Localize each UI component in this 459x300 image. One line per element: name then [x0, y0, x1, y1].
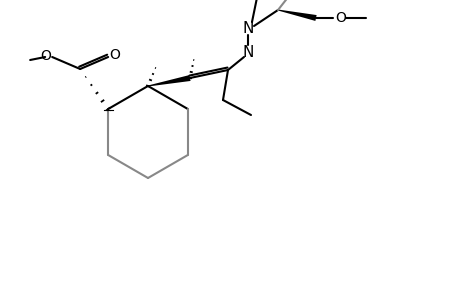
Text: O: O [110, 48, 120, 62]
Text: N: N [242, 20, 253, 35]
Polygon shape [148, 75, 190, 86]
Polygon shape [277, 10, 316, 21]
Text: O: O [335, 11, 346, 25]
Text: O: O [41, 49, 51, 63]
Text: N: N [242, 44, 253, 59]
